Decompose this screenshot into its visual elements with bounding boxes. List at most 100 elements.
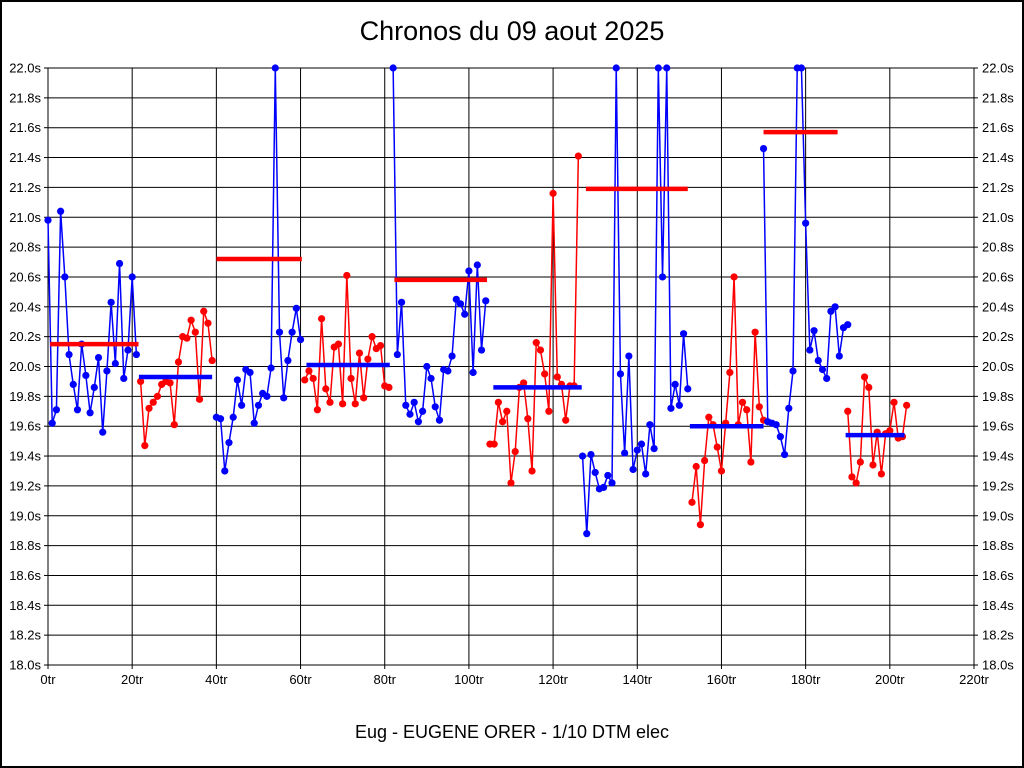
stint-5-point — [419, 407, 427, 415]
stint-10-point — [886, 427, 894, 435]
stint-4-point — [317, 315, 326, 323]
stint-7-point — [621, 449, 629, 457]
stint-3-point — [263, 392, 271, 400]
stint-8-point — [738, 398, 747, 406]
stint-7-line — [581, 67, 689, 534]
stint-8-point — [692, 462, 700, 471]
y-tick-label-left: 21.4s — [9, 150, 41, 165]
stint-1-point — [90, 383, 98, 391]
stint-10-point — [903, 401, 911, 409]
stint-6-point — [507, 479, 515, 487]
stint-1-point — [107, 298, 115, 306]
stint-4-point — [305, 367, 313, 375]
stint-7-point — [650, 444, 658, 453]
stint-7-point — [583, 530, 591, 538]
y-tick-label-right: 18.2s — [982, 628, 1014, 643]
stint-9-point — [806, 346, 814, 354]
stint-7-point — [642, 470, 650, 478]
y-tick-label-right: 20.8s — [982, 240, 1014, 255]
y-tick-label-right: 20.6s — [982, 269, 1014, 284]
stint-8-point — [730, 273, 738, 281]
x-tick-label: 220tr — [959, 672, 989, 687]
stint-4-point — [385, 383, 393, 391]
stint-5-point — [435, 416, 444, 424]
stint-3-point — [238, 401, 246, 409]
stint-7-point — [625, 352, 633, 360]
stint-9-point — [785, 404, 793, 412]
stint-6-point — [520, 379, 528, 387]
stint-9-point — [844, 321, 852, 329]
stint-10-point — [877, 470, 886, 478]
stint-3-point — [216, 415, 225, 423]
y-tick-label-left: 22.0s — [9, 61, 41, 76]
stint-10-point — [856, 458, 864, 466]
stint-7-point — [646, 421, 654, 429]
stint-5-point — [465, 267, 473, 275]
stint-2-point — [195, 395, 204, 403]
stint-6-point — [490, 440, 498, 448]
stint-5-point — [427, 374, 435, 383]
stint-3-point — [221, 467, 229, 475]
stint-7-point — [663, 64, 671, 72]
x-tick-label: 20tr — [121, 672, 144, 687]
stint-1-point — [120, 374, 128, 383]
stint-4-point — [360, 394, 368, 402]
stint-6-point — [524, 415, 532, 423]
y-tick-label-left: 19.4s — [9, 449, 41, 464]
stint-1-point — [132, 350, 140, 359]
stint-5-line — [392, 67, 487, 425]
stint-2-point — [149, 398, 157, 406]
stint-5-point — [406, 410, 414, 418]
stint-7-point — [604, 471, 612, 480]
y-tick-label-left: 21.6s — [9, 120, 41, 135]
y-tick-label-left: 20.8s — [9, 240, 41, 255]
stint-9-point — [789, 367, 797, 375]
stint-1-point — [73, 406, 82, 414]
stint-2-point — [170, 421, 178, 429]
stint-1-point — [52, 406, 61, 414]
stint-2-point — [191, 328, 199, 336]
stint-10-point — [852, 479, 860, 487]
stint-9-point — [818, 365, 827, 374]
stint-5-point — [452, 295, 460, 303]
stint-7-point — [612, 64, 620, 72]
stint-4-point — [301, 376, 309, 384]
x-tick-label: 160tr — [707, 672, 737, 687]
stint-3-point — [233, 376, 242, 384]
y-tick-label-left: 18.6s — [9, 568, 41, 583]
stint-6-point — [553, 373, 561, 381]
stint-9-point — [810, 327, 818, 335]
stint-10-point — [844, 407, 852, 415]
stint-5-point — [389, 64, 397, 72]
y-tick-label-left: 21.8s — [9, 90, 41, 105]
y-tick-label-left: 18.4s — [9, 598, 41, 613]
stint-4-point — [351, 400, 359, 408]
stint-9-point — [772, 421, 780, 429]
y-tick-label-left: 19.2s — [9, 478, 41, 493]
stint-7-point — [591, 468, 599, 477]
y-tick-label-left: 21.0s — [9, 210, 41, 225]
y-tick-label-left: 18.0s — [9, 658, 41, 673]
x-tick-label: 180tr — [791, 672, 821, 687]
x-tick-label: 120tr — [538, 672, 568, 687]
stint-3-point — [254, 401, 263, 409]
stint-8-point — [755, 403, 763, 411]
x-tick-label: 0tr — [40, 672, 56, 687]
stint-1-point — [111, 359, 119, 368]
stint-4-point — [364, 355, 372, 363]
stint-2-point — [200, 307, 208, 315]
stint-3-point — [296, 336, 305, 344]
stint-7-point — [578, 452, 587, 460]
stint-5-point — [477, 346, 486, 354]
stint-7-point — [658, 273, 667, 281]
stint-2-point — [208, 356, 216, 365]
stint-9-point — [776, 433, 784, 441]
stint-4-point — [376, 342, 385, 350]
stint-10-point — [860, 373, 869, 381]
stint-1-point — [86, 409, 94, 417]
stint-3-point — [271, 64, 279, 72]
y-tick-label-right: 21.4s — [982, 150, 1014, 165]
stint-8-point — [701, 456, 709, 465]
stint-6-point — [511, 447, 519, 456]
